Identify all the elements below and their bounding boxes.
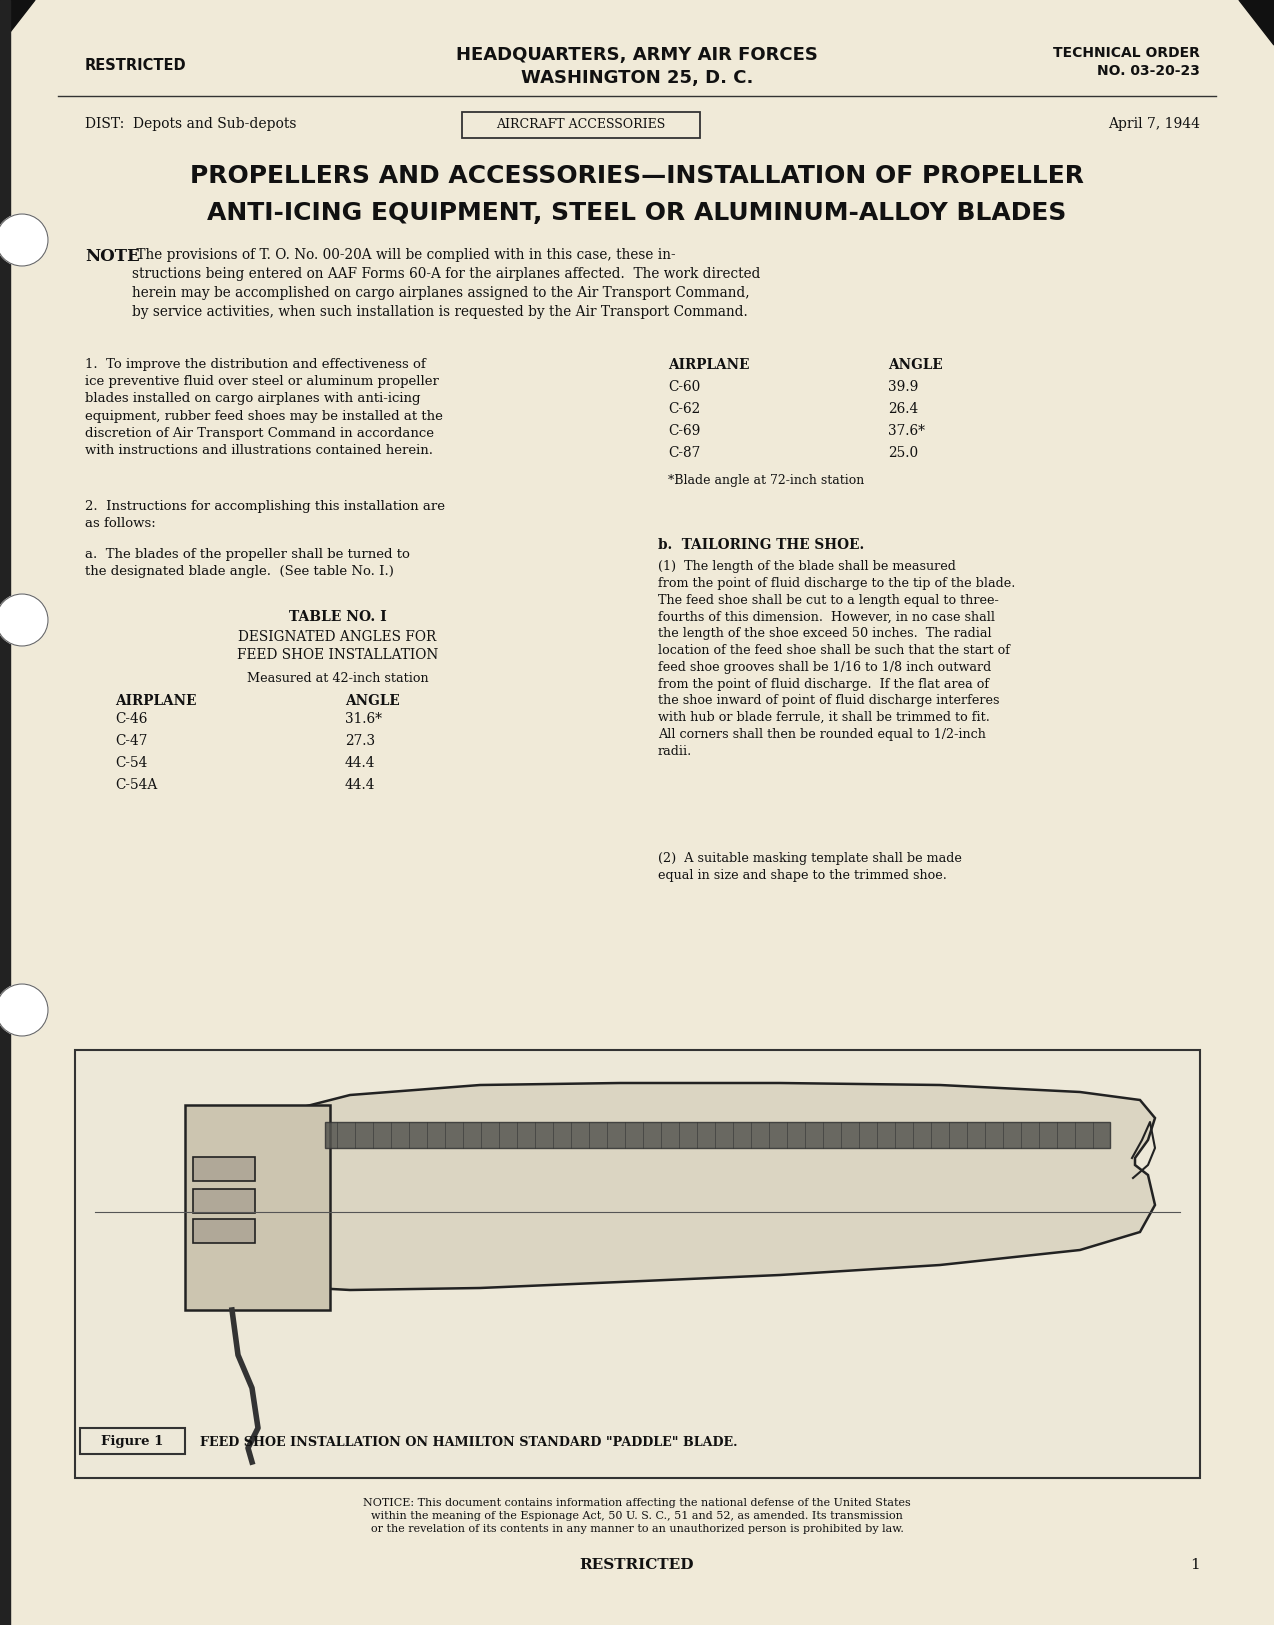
Text: DESIGNATED ANGLES FOR: DESIGNATED ANGLES FOR [238,630,437,644]
Circle shape [0,595,48,647]
Text: AIRPLANE: AIRPLANE [668,358,749,372]
Text: C-60: C-60 [668,380,701,393]
Text: (2)  A suitable masking template shall be made
equal in size and shape to the tr: (2) A suitable masking template shall be… [657,852,962,882]
Polygon shape [1240,0,1274,46]
Text: DIST:  Depots and Sub-depots: DIST: Depots and Sub-depots [85,117,297,132]
Text: 31.6*: 31.6* [345,712,382,726]
Bar [325,1121,1110,1147]
Text: 2.  Instructions for accomplishing this installation are
as follows:: 2. Instructions for accomplishing this i… [85,500,445,530]
Polygon shape [0,0,34,46]
Text: April 7, 1944: April 7, 1944 [1108,117,1200,132]
Text: 26.4: 26.4 [888,401,919,416]
Text: FEED SHOE INSTALLATION ON HAMILTON STANDARD "PADDLE" BLADE.: FEED SHOE INSTALLATION ON HAMILTON STAND… [200,1435,738,1448]
Bar [75,1050,1200,1479]
Bar [192,1157,255,1181]
Circle shape [0,214,48,266]
Text: 1: 1 [1190,1558,1200,1571]
Text: Measured at 42-inch station: Measured at 42-inch station [247,673,428,686]
Text: ANGLE: ANGLE [345,694,400,708]
Text: C-54A: C-54A [115,778,157,791]
Text: C-46: C-46 [115,712,148,726]
Text: AIRCRAFT ACCESSORIES: AIRCRAFT ACCESSORIES [497,117,665,130]
Bar [185,1105,330,1310]
Text: NOTE: NOTE [85,249,140,265]
Text: NOTICE: This document contains information affecting the national defense of the: NOTICE: This document contains informati… [363,1498,911,1534]
Text: Figure 1: Figure 1 [101,1435,163,1448]
Text: TABLE NO. I: TABLE NO. I [289,609,386,624]
Text: C-47: C-47 [115,734,148,748]
Text: WASHINGTON 25, D. C.: WASHINGTON 25, D. C. [521,68,753,88]
Text: RESTRICTED: RESTRICTED [580,1558,694,1571]
Text: PROPELLERS AND ACCESSORIES—INSTALLATION OF PROPELLER: PROPELLERS AND ACCESSORIES—INSTALLATION … [190,164,1084,188]
Text: C-87: C-87 [668,445,701,460]
Text: ANTI-ICING EQUIPMENT, STEEL OR ALUMINUM-ALLOY BLADES: ANTI-ICING EQUIPMENT, STEEL OR ALUMINUM-… [208,202,1066,224]
Text: *Blade angle at 72-inch station: *Blade angle at 72-inch station [668,474,864,487]
Text: The provisions of T. O. No. 00-20A will be complied with in this case, these in-: The provisions of T. O. No. 00-20A will … [132,249,761,318]
Bar [192,1190,255,1212]
Text: HEADQUARTERS, ARMY AIR FORCES: HEADQUARTERS, ARMY AIR FORCES [456,46,818,63]
Bar [80,1428,185,1454]
Text: RESTRICTED: RESTRICTED [85,57,186,73]
Text: 1.  To improve the distribution and effectiveness of
ice preventive fluid over s: 1. To improve the distribution and effec… [85,358,443,457]
Text: AIRPLANE: AIRPLANE [115,694,196,708]
Text: (1)  The length of the blade shall be measured
from the point of fluid discharge: (1) The length of the blade shall be mea… [657,561,1015,757]
Bar [0,0,10,1625]
Text: C-62: C-62 [668,401,701,416]
Text: 44.4: 44.4 [345,756,376,770]
Text: NO. 03-20-23: NO. 03-20-23 [1097,63,1200,78]
Text: a.  The blades of the propeller shall be turned to
the designated blade angle.  : a. The blades of the propeller shall be … [85,548,410,578]
Text: 37.6*: 37.6* [888,424,925,439]
Bar [192,1219,255,1243]
Bar [462,112,699,138]
Circle shape [0,985,48,1037]
Text: FEED SHOE INSTALLATION: FEED SHOE INSTALLATION [237,648,438,661]
Polygon shape [195,1082,1156,1290]
Text: 39.9: 39.9 [888,380,919,393]
Text: TECHNICAL ORDER: TECHNICAL ORDER [1054,46,1200,60]
Text: ANGLE: ANGLE [888,358,943,372]
Text: 25.0: 25.0 [888,445,919,460]
Text: 44.4: 44.4 [345,778,376,791]
Text: b.  TAILORING THE SHOE.: b. TAILORING THE SHOE. [657,538,864,552]
Text: C-54: C-54 [115,756,148,770]
Text: C-69: C-69 [668,424,701,439]
Text: 27.3: 27.3 [345,734,375,748]
